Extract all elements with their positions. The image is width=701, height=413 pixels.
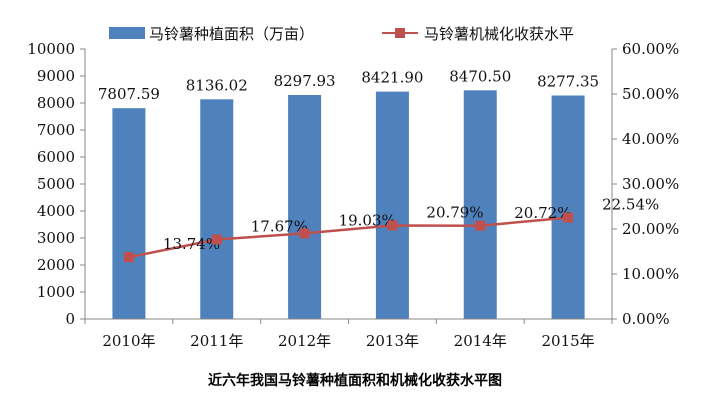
bar-value-label: 8470.50 — [449, 67, 511, 85]
chart-caption: 近六年我国马铃薯种植面积和机械化收获水平图 — [208, 372, 502, 389]
line-point — [563, 212, 574, 223]
legend-swatch-area — [109, 27, 145, 39]
bar-value-label: 7807.59 — [98, 85, 160, 103]
line-series: 13.74% 17.67% 19.03% 20.79% 20.72% 22.54% — [123, 196, 659, 263]
right-tick-label: 10.00% — [622, 265, 679, 283]
left-tick-label: 2000 — [37, 256, 75, 274]
line-value-label: 17.67% — [251, 217, 308, 235]
x-tick-label: 2014年 — [454, 332, 507, 350]
left-tick-label: 10000 — [27, 40, 75, 58]
line-point — [475, 220, 486, 231]
legend: 马铃薯种植面积（万亩） 马铃薯机械化收获水平 — [109, 25, 574, 43]
left-tick-label: 4000 — [37, 202, 75, 220]
bar — [463, 90, 497, 319]
legend-swatch-marker — [395, 28, 405, 38]
line-point — [123, 252, 134, 263]
left-tick-label: 5000 — [37, 175, 75, 193]
line-value-label: 13.74% — [163, 235, 220, 253]
bar-series: 7807.59 8136.02 8297.93 8421.90 8470.50 8277.… — [98, 67, 599, 320]
line-point — [387, 220, 398, 231]
bar — [375, 91, 409, 319]
left-tick-label: 8000 — [37, 94, 75, 112]
left-tick-label: 7000 — [37, 121, 75, 139]
x-tick-label: 2010年 — [102, 332, 155, 350]
line-value-label: 19.03% — [339, 211, 396, 229]
x-tick-label: 2013年 — [366, 332, 419, 350]
bar-value-label: 8421.90 — [361, 69, 423, 87]
line-value-label: 20.79% — [426, 203, 483, 221]
right-y-axis: 0.00% 10.00% 20.00% 30.00% 40.00% 50.00% 60.00… — [611, 40, 679, 328]
right-tick-label: 50.00% — [622, 85, 679, 103]
x-tick-label: 2015年 — [541, 332, 594, 350]
left-tick-label: 6000 — [37, 148, 75, 166]
legend-label-area: 马铃薯种植面积（万亩） — [149, 25, 314, 43]
line-point — [299, 228, 310, 239]
bar — [200, 99, 234, 320]
legend-label-mechanization: 马铃薯机械化收获水平 — [424, 25, 574, 43]
x-tick-label: 2011年 — [190, 332, 243, 350]
right-tick-label: 30.00% — [622, 175, 679, 193]
left-tick-label: 1000 — [37, 283, 75, 301]
right-tick-label: 0.00% — [622, 310, 670, 328]
line-path — [128, 216, 569, 259]
line-point — [211, 234, 222, 245]
bar-value-label: 8136.02 — [186, 76, 248, 94]
bar — [551, 95, 585, 319]
right-tick-label: 40.00% — [622, 130, 679, 148]
left-tick-label: 0 — [65, 310, 75, 328]
left-tick-label: 9000 — [37, 67, 75, 85]
bar — [288, 94, 322, 319]
bar-value-label: 8297.93 — [274, 72, 336, 90]
bar — [112, 108, 146, 319]
x-axis: 2010年 2011年 2012年 2013年 2014年 2015年 — [84, 318, 613, 350]
right-tick-label: 60.00% — [622, 40, 679, 58]
line-value-label: 20.72% — [514, 204, 571, 222]
left-tick-label: 3000 — [37, 229, 75, 247]
bar-value-label: 8277.35 — [537, 73, 599, 91]
x-tick-label: 2012年 — [278, 332, 331, 350]
line-value-label: 22.54% — [602, 196, 659, 214]
right-tick-label: 20.00% — [622, 220, 679, 238]
left-y-axis: 0 1000 2000 3000 4000 5000 6000 7000 8000 9000 100… — [27, 40, 86, 328]
